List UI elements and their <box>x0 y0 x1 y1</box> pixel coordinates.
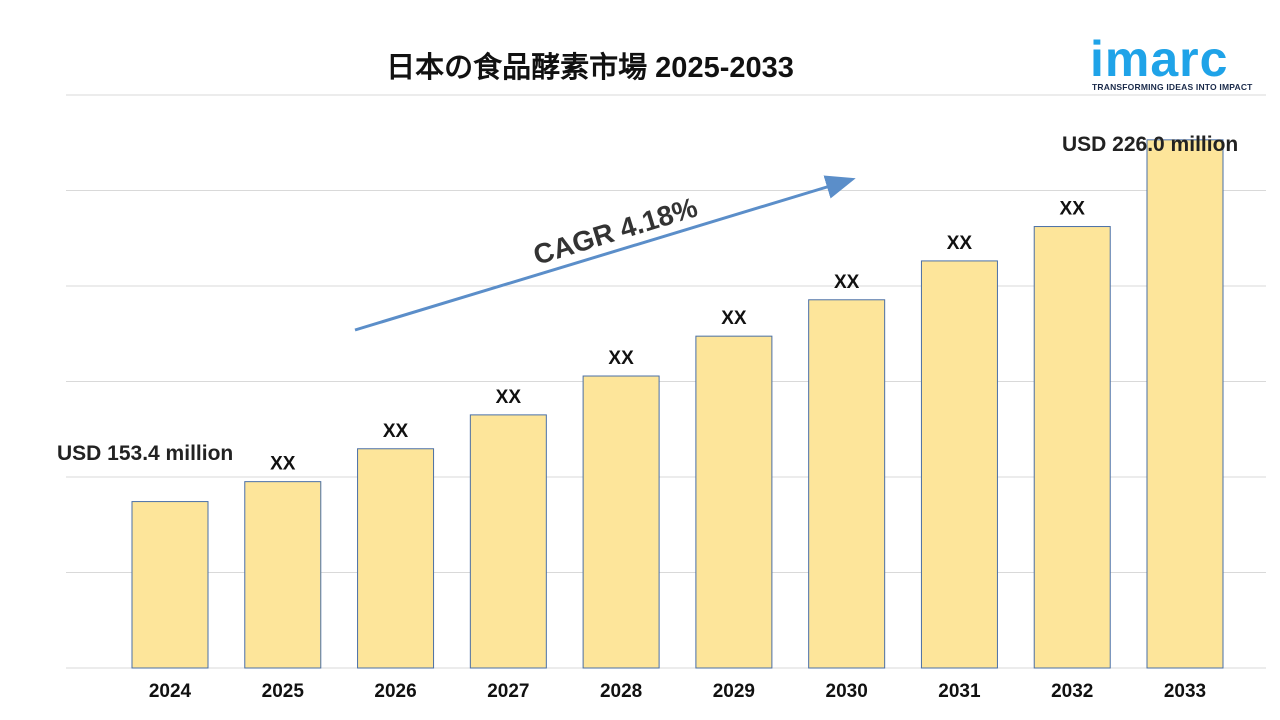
x-tick-2027: 2027 <box>487 681 529 702</box>
data-label-2032: XX <box>1060 199 1086 220</box>
x-tick-2025: 2025 <box>262 681 305 702</box>
logo-wordmark: imarc <box>1090 31 1229 87</box>
x-tick-2028: 2028 <box>600 681 642 702</box>
data-label-2027: XX <box>496 387 522 408</box>
x-tick-2031: 2031 <box>938 681 981 702</box>
x-tick-2026: 2026 <box>374 681 416 702</box>
bar-2025 <box>244 481 322 669</box>
data-label-2028: XX <box>608 348 634 369</box>
imarc-logo: imarc TRANSFORMING IDEAS INTO IMPACT <box>1090 20 1262 96</box>
data-label-2025: XX <box>270 454 296 475</box>
data-label-2026: XX <box>383 421 409 442</box>
bar-2028 <box>582 375 660 669</box>
bar-2032 <box>1033 226 1111 669</box>
cagr-label: CAGR 4.18% <box>530 191 701 270</box>
data-label-2029: XX <box>721 308 747 329</box>
x-tick-2032: 2032 <box>1051 681 1093 702</box>
bar-2026 <box>357 448 435 669</box>
x-axis-ticks: 2024 2025 2026 2027 2028 2029 2030 2031 2032 2033 <box>149 681 1206 702</box>
bar-2033 <box>1146 139 1224 669</box>
x-tick-2030: 2030 <box>826 681 868 702</box>
bars <box>131 139 1224 669</box>
bar-2030 <box>808 299 886 669</box>
chart-title: 日本の食品酵素市場 2025-2033 <box>386 52 794 84</box>
cagr-arrow <box>354 175 856 332</box>
first-value-label: USD 153.4 million <box>57 442 233 465</box>
bar-2027 <box>469 414 547 669</box>
x-tick-2029: 2029 <box>713 681 755 702</box>
data-labels: XX XX XX XX XX XX XX XX <box>270 199 1085 475</box>
logo-tagline: TRANSFORMING IDEAS INTO IMPACT <box>1092 82 1253 92</box>
x-tick-2024: 2024 <box>149 681 192 702</box>
last-value-label: USD 226.0 million <box>1062 133 1238 156</box>
x-tick-2033: 2033 <box>1164 681 1206 702</box>
bar-2029 <box>695 335 773 669</box>
data-label-2031: XX <box>947 233 973 254</box>
bar-2024 <box>131 501 209 669</box>
data-label-2030: XX <box>834 272 860 293</box>
bar-2031 <box>920 260 998 669</box>
